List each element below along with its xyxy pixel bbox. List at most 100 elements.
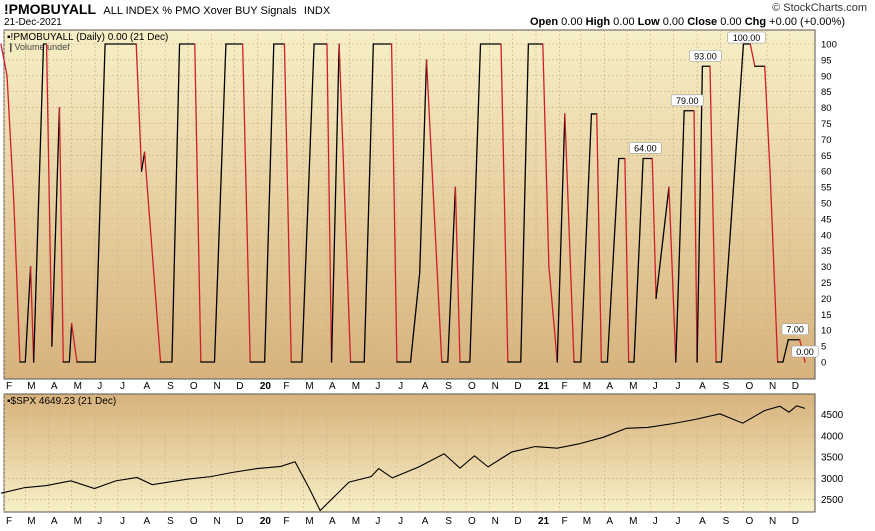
y-tick-label: 75	[821, 119, 832, 130]
y-tick-label: 25	[821, 278, 832, 289]
chart-header: !PMOBUYALL ALL INDEX % PMO Xover BUY Sig…	[0, 0, 875, 30]
series-segment-up	[419, 59, 428, 274]
series-segment-up	[171, 43, 181, 363]
y-tick-label: 70	[821, 135, 832, 146]
value-callout-box	[781, 323, 809, 336]
low-label: Low	[637, 16, 660, 28]
x-tick-label: S	[723, 381, 730, 392]
series-segment-up	[32, 43, 45, 363]
x-tick-label: A	[144, 381, 151, 392]
series-segment-down	[143, 151, 162, 363]
series-segment-up	[447, 186, 457, 363]
chart-title-line: !PMOBUYALL ALL INDEX % PMO Xover BUY Sig…	[4, 1, 330, 17]
x-tick-label: S	[445, 381, 452, 392]
x-tick-label: M	[74, 516, 82, 527]
x-tick-label: 21	[538, 516, 550, 527]
high-label: High	[585, 16, 611, 28]
x-tick-label: F	[283, 516, 289, 527]
x-tick-label: O	[190, 516, 198, 527]
chart-title: ALL INDEX % PMO Xover BUY Signals	[103, 5, 297, 17]
x-tick-label: O	[468, 381, 476, 392]
series-segment-down	[548, 265, 558, 363]
value-callout: 93.00	[694, 51, 717, 61]
x-tick-label: M	[74, 381, 82, 392]
pmo-panel[interactable]: 0 5 10 15 20 25 30 35 40 45 50 55 60 65 70 75 80 85 90 95 10…	[0, 29, 837, 392]
series-segment-up	[655, 186, 670, 300]
series-segment-down	[709, 65, 717, 363]
x-tick-label: N	[492, 381, 499, 392]
series-segment-down	[29, 265, 35, 363]
x-tick-label: J	[375, 381, 380, 392]
x-tick-label: A	[699, 516, 706, 527]
x-tick-label: N	[213, 381, 220, 392]
y-tick-label: 100	[821, 40, 837, 51]
x-tick-label: A	[422, 516, 429, 527]
value-callout: 0.00	[796, 347, 814, 357]
x-tick-label: N	[769, 381, 776, 392]
value-callout-box	[791, 345, 819, 358]
x-tick-label: A	[51, 516, 58, 527]
x-tick-label: M	[305, 516, 313, 527]
chg-value: +0.00 (+0.00%)	[769, 16, 845, 28]
x-tick-label: A	[51, 381, 58, 392]
series-segment-down	[326, 43, 333, 363]
x-tick-label: J	[97, 381, 102, 392]
y-tick-label: 50	[821, 199, 832, 210]
y-tick-label: 45	[821, 214, 832, 225]
x-tick-label: M	[305, 381, 313, 392]
x-tick-label: J	[120, 516, 125, 527]
y-tick-label: 10	[821, 326, 832, 337]
x-tick-label: M	[352, 516, 360, 527]
y-tick-label: 35	[821, 246, 832, 257]
value-callout-box	[689, 49, 722, 62]
ohlc-readout: Open 0.00 High 0.00 Low 0.00 Close 0.00 …	[530, 16, 845, 28]
series-segment-up	[580, 113, 593, 363]
legend-label: ▪$SPX 4649.23 (21 Dec)	[7, 396, 116, 407]
spx-price-line	[0, 405, 806, 512]
series-segment-down	[194, 43, 202, 363]
series-segment-down	[135, 43, 143, 172]
series-segment-up	[140, 151, 146, 172]
x-tick-label: N	[213, 516, 220, 527]
open-label: Open	[529, 16, 559, 28]
exchange: INDX	[303, 5, 331, 17]
x-tick-label: F	[6, 381, 12, 392]
series-segment-up	[606, 157, 620, 363]
low-value: 0.00	[662, 16, 685, 28]
x-tick-label: F	[283, 381, 289, 392]
y-tick-label: 95	[821, 55, 832, 66]
series-segment-down	[13, 202, 21, 363]
y-tick-label: 2500	[821, 495, 844, 506]
legend-label: ▪!PMOBUYALL (Daily) 0.00 (21 Dec)	[7, 32, 168, 43]
close-value: 0.00	[720, 16, 742, 28]
series-segment-up	[213, 43, 227, 363]
x-tick-label: O	[190, 381, 198, 392]
high-value: 0.00	[613, 16, 635, 28]
series-segment-down	[241, 43, 251, 363]
plot-area	[3, 29, 816, 380]
x-tick-label: F	[562, 516, 568, 527]
series-segment-up	[556, 113, 566, 363]
y-tick-label: 60	[821, 167, 832, 178]
series-segment-up	[782, 339, 789, 363]
x-tick-label: D	[792, 381, 799, 392]
x-tick-label: N	[492, 516, 499, 527]
x-tick-label: J	[375, 516, 380, 527]
x-tick-label: A	[606, 516, 613, 527]
series-segment-up	[301, 43, 315, 363]
x-tick-label: A	[329, 381, 336, 392]
spx-panel[interactable]: 2500 3000 3500 4000 4500 F M A M J J A S O N D 20 F M A M J J A…	[0, 393, 844, 527]
x-tick-label: J	[120, 381, 125, 392]
x-tick-label: 20	[260, 381, 272, 392]
series-segment-down	[425, 59, 443, 363]
x-tick-label: J	[653, 381, 658, 392]
chart-date: 21-Dec-2021	[4, 17, 62, 28]
x-tick-label: D	[514, 381, 521, 392]
value-callout-box	[727, 31, 766, 44]
stockcharts-logo[interactable]: © StockCharts.com	[772, 2, 867, 14]
y-tick-label: 0	[821, 358, 826, 369]
x-tick-label: A	[606, 381, 613, 392]
series-segment-up	[68, 323, 73, 363]
x-tick-label: 21	[538, 381, 550, 392]
